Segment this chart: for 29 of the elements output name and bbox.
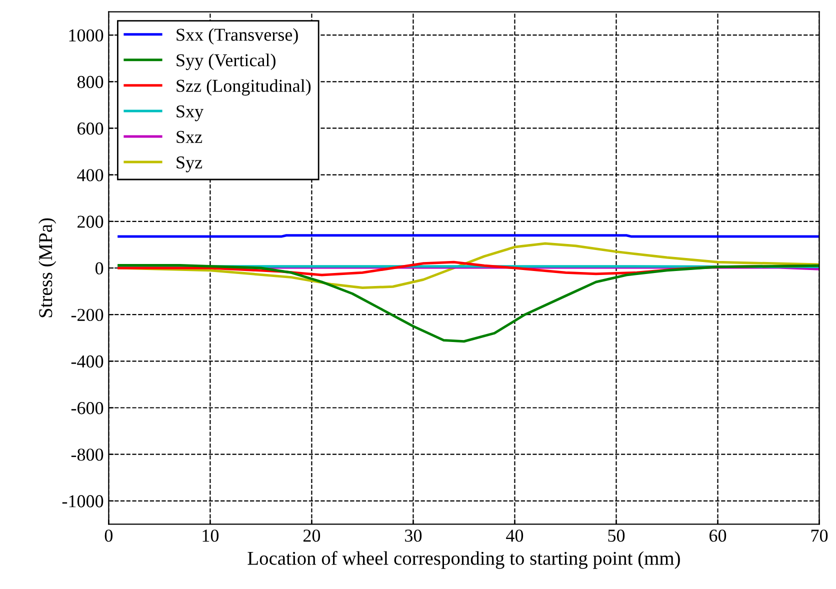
line-series [118,264,820,343]
x-tick-label: 0 [104,530,113,542]
line-series [118,242,820,290]
legend-label: Szz (Longitudinal) [176,79,311,96]
y-tick-label: -800 [71,448,104,461]
x-tick-label: 30 [405,530,422,542]
y-tick-label: 1000 [69,29,104,42]
y-tick-label: 800 [77,76,104,88]
x-tick-label: 20 [303,530,320,542]
legend-label: Sxy [176,105,204,122]
y-tick-label: -400 [71,355,104,368]
y-tick-label: -600 [71,402,104,414]
y-axis-title: Stress (MPa) [38,218,56,318]
x-tick-label: 50 [608,530,625,542]
x-tick-label: 70 [811,530,828,542]
x-axis-title: Location of wheel corresponding to starting point (mm) [248,551,680,569]
legend-label: Sxx (Transverse) [176,28,298,45]
y-tick-label: 600 [78,122,104,135]
legend-label: Syz [176,156,202,172]
legend-label: Sxz [176,130,202,144]
y-tick-label: 200 [78,216,104,228]
legend-label: Syy (Vertical) [176,54,276,70]
y-tick-label: 400 [77,169,104,182]
x-tick-label: 10 [202,530,219,542]
x-tick-label: 60 [710,530,726,542]
y-tick-label: -200 [71,308,104,322]
y-tick-label: 0 [95,262,104,274]
y-tick-label: -1000 [62,495,104,508]
x-tick-label: 40 [506,530,524,542]
